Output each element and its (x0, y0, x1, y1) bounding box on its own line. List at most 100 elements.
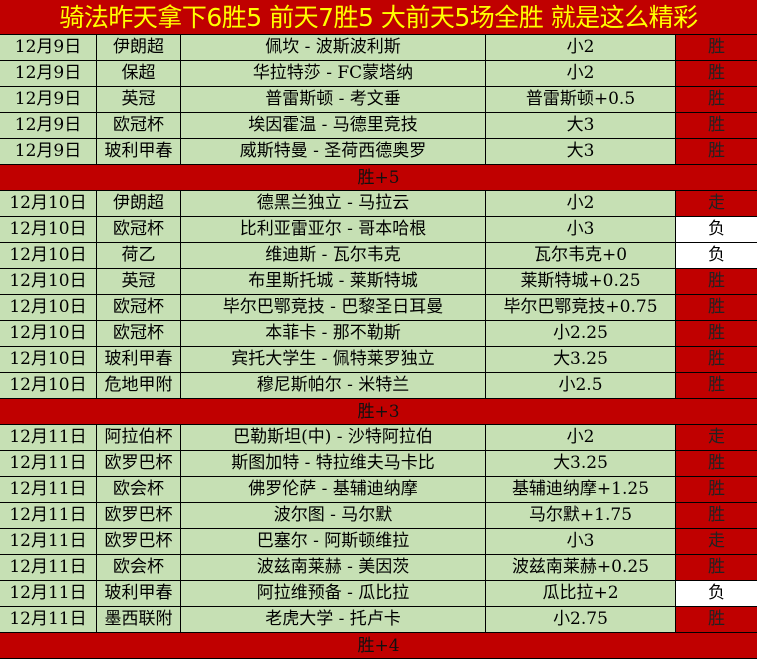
table-row: 12月9日 玻利甲春 威斯特曼 - 圣荷西德奥罗 大3 胜 (0, 139, 757, 165)
pick-cell: 小2 (486, 35, 676, 60)
league-cell: 欧罗巴杯 (97, 529, 181, 554)
result-cell: 胜 (676, 113, 757, 138)
table-row: 12月10日 荷乙 维迪斯 - 瓦尔韦克 瓦尔韦克+0 负 (0, 243, 757, 269)
result-cell: 胜 (676, 503, 757, 528)
date-cell: 12月10日 (0, 217, 97, 242)
pick-cell: 小2 (486, 61, 676, 86)
table-row: 12月10日 欧冠杯 本菲卡 - 那不勒斯 小2.25 胜 (0, 321, 757, 347)
result-cell: 胜 (676, 61, 757, 86)
date-cell: 12月11日 (0, 607, 97, 632)
page-title: 骑法昨天拿下6胜5 前天7胜5 大前天5场全胜 就是这么精彩 (0, 0, 757, 35)
result-cell: 胜 (676, 269, 757, 294)
match-cell: 本菲卡 - 那不勒斯 (181, 321, 486, 346)
match-cell: 波兹南莱赫 - 美因茨 (181, 555, 486, 580)
table-row: 12月11日 玻利甲春 阿拉维预备 - 瓜比拉 瓜比拉+2 负 (0, 581, 757, 607)
result-cell: 负 (676, 217, 757, 242)
table-row: 12月11日 欧罗巴杯 巴塞尔 - 阿斯顿维拉 小3 走 (0, 529, 757, 555)
pick-cell: 波兹南莱赫+0.25 (486, 555, 676, 580)
match-cell: 毕尔巴鄂竞技 - 巴黎圣日耳曼 (181, 295, 486, 320)
result-cell: 胜 (676, 373, 757, 398)
date-cell: 12月9日 (0, 87, 97, 112)
league-cell: 英冠 (97, 87, 181, 112)
pick-cell: 小2.25 (486, 321, 676, 346)
table-row: 12月9日 英冠 普雷斯顿 - 考文垂 普雷斯顿+0.5 胜 (0, 87, 757, 113)
pick-cell: 小3 (486, 217, 676, 242)
match-cell: 埃因霍温 - 马德里竞技 (181, 113, 486, 138)
date-cell: 12月10日 (0, 347, 97, 372)
match-cell: 普雷斯顿 - 考文垂 (181, 87, 486, 112)
match-cell: 巴塞尔 - 阿斯顿维拉 (181, 529, 486, 554)
date-cell: 12月10日 (0, 373, 97, 398)
table-row: 12月11日 欧罗巴杯 波尔图 - 马尔默 马尔默+1.75 胜 (0, 503, 757, 529)
result-cell: 胜 (676, 139, 757, 164)
table-row: 12月11日 阿拉伯杯 巴勒斯坦(中) - 沙特阿拉伯 小2 走 (0, 425, 757, 451)
table-row: 12月10日 危地甲附 穆尼斯帕尔 - 米特兰 小2.5 胜 (0, 373, 757, 399)
group-summary: 胜+3 (0, 399, 757, 425)
date-cell: 12月11日 (0, 451, 97, 476)
date-cell: 12月9日 (0, 139, 97, 164)
match-cell: 佛罗伦萨 - 基辅迪纳摩 (181, 477, 486, 502)
league-cell: 玻利甲春 (97, 581, 181, 606)
league-cell: 欧冠杯 (97, 217, 181, 242)
pick-cell: 基辅迪纳摩+1.25 (486, 477, 676, 502)
results-table: 12月9日 伊朗超 佩坎 - 波斯波利斯 小2 胜 12月9日 保超 华拉特莎 - FC蒙塔纳… (0, 35, 757, 659)
match-cell: 华拉特莎 - FC蒙塔纳 (181, 61, 486, 86)
league-cell: 玻利甲春 (97, 347, 181, 372)
date-cell: 12月9日 (0, 61, 97, 86)
match-cell: 波尔图 - 马尔默 (181, 503, 486, 528)
result-cell: 胜 (676, 607, 757, 632)
league-cell: 荷乙 (97, 243, 181, 268)
league-cell: 欧会杯 (97, 555, 181, 580)
pick-cell: 毕尔巴鄂竞技+0.75 (486, 295, 676, 320)
date-cell: 12月10日 (0, 295, 97, 320)
table-row: 12月10日 欧冠杯 毕尔巴鄂竞技 - 巴黎圣日耳曼 毕尔巴鄂竞技+0.75 胜 (0, 295, 757, 321)
result-cell: 胜 (676, 321, 757, 346)
date-cell: 12月9日 (0, 113, 97, 138)
date-cell: 12月11日 (0, 477, 97, 502)
league-cell: 伊朗超 (97, 35, 181, 60)
table-row: 12月11日 欧会杯 波兹南莱赫 - 美因茨 波兹南莱赫+0.25 胜 (0, 555, 757, 581)
pick-cell: 小2 (486, 425, 676, 450)
result-cell: 负 (676, 243, 757, 268)
result-cell: 走 (676, 529, 757, 554)
match-cell: 比利亚雷亚尔 - 哥本哈根 (181, 217, 486, 242)
table-row: 12月9日 伊朗超 佩坎 - 波斯波利斯 小2 胜 (0, 35, 757, 61)
date-cell: 12月9日 (0, 35, 97, 60)
date-cell: 12月11日 (0, 425, 97, 450)
league-cell: 玻利甲春 (97, 139, 181, 164)
league-cell: 墨西联附 (97, 607, 181, 632)
league-cell: 欧冠杯 (97, 295, 181, 320)
league-cell: 欧冠杯 (97, 321, 181, 346)
league-cell: 阿拉伯杯 (97, 425, 181, 450)
table-row: 12月10日 伊朗超 德黑兰独立 - 马拉云 小2 走 (0, 191, 757, 217)
league-cell: 伊朗超 (97, 191, 181, 216)
match-cell: 布里斯托城 - 莱斯特城 (181, 269, 486, 294)
date-cell: 12月11日 (0, 555, 97, 580)
pick-cell: 马尔默+1.75 (486, 503, 676, 528)
league-cell: 保超 (97, 61, 181, 86)
pick-cell: 小2.75 (486, 607, 676, 632)
result-cell: 胜 (676, 555, 757, 580)
table-row: 12月9日 欧冠杯 埃因霍温 - 马德里竞技 大3 胜 (0, 113, 757, 139)
league-cell: 欧罗巴杯 (97, 503, 181, 528)
match-cell: 老虎大学 - 托卢卡 (181, 607, 486, 632)
result-cell: 走 (676, 191, 757, 216)
match-cell: 威斯特曼 - 圣荷西德奥罗 (181, 139, 486, 164)
group-summary: 胜+5 (0, 165, 757, 191)
result-cell: 胜 (676, 451, 757, 476)
pick-cell: 瓦尔韦克+0 (486, 243, 676, 268)
group-summary: 胜+4 (0, 633, 757, 659)
table-row: 12月11日 欧罗巴杯 斯图加特 - 特拉维夫马卡比 大3.25 胜 (0, 451, 757, 477)
date-cell: 12月11日 (0, 529, 97, 554)
pick-cell: 瓜比拉+2 (486, 581, 676, 606)
league-cell: 欧会杯 (97, 477, 181, 502)
match-cell: 宾托大学生 - 佩特莱罗独立 (181, 347, 486, 372)
date-cell: 12月10日 (0, 243, 97, 268)
date-cell: 12月10日 (0, 321, 97, 346)
pick-cell: 大3.25 (486, 451, 676, 476)
result-cell: 胜 (676, 35, 757, 60)
pick-cell: 小3 (486, 529, 676, 554)
pick-cell: 普雷斯顿+0.5 (486, 87, 676, 112)
match-cell: 佩坎 - 波斯波利斯 (181, 35, 486, 60)
match-cell: 穆尼斯帕尔 - 米特兰 (181, 373, 486, 398)
